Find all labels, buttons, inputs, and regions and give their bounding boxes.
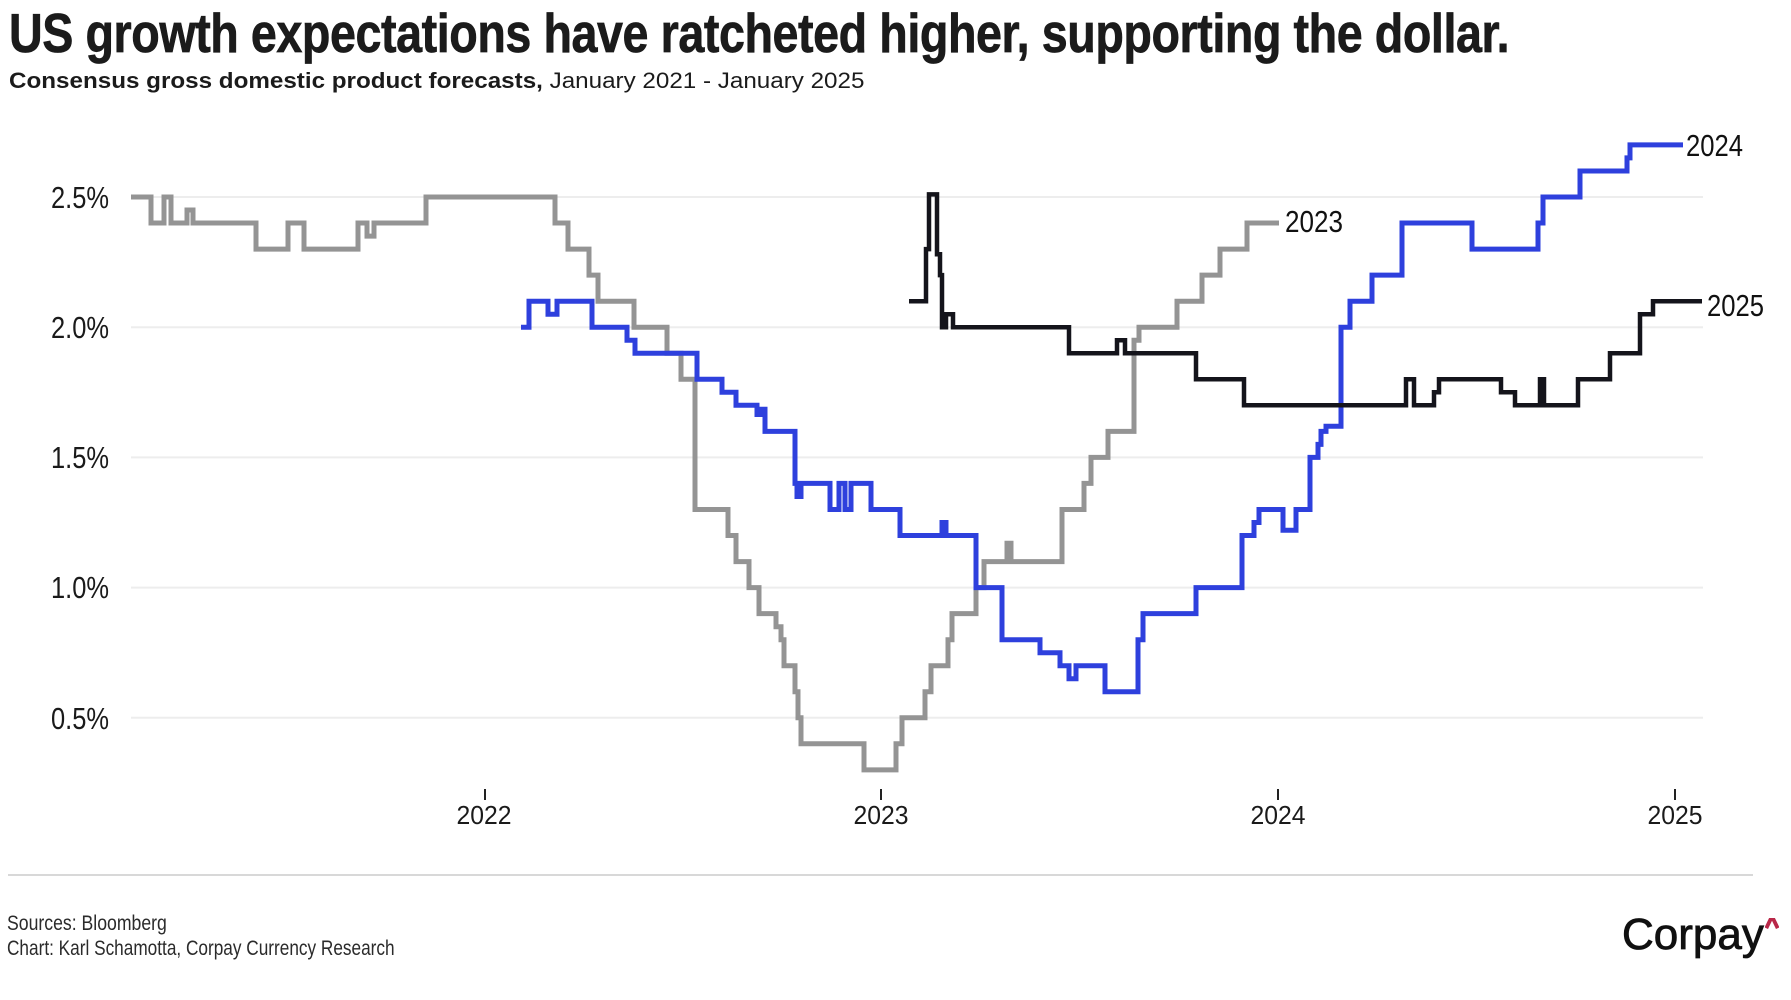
svg-text:2024: 2024	[1686, 128, 1743, 163]
svg-text:2023: 2023	[1285, 204, 1343, 239]
svg-text:0.5%: 0.5%	[51, 701, 109, 736]
svg-text:2022: 2022	[457, 800, 512, 830]
svg-text:2023: 2023	[854, 800, 909, 830]
svg-text:2024: 2024	[1251, 800, 1306, 830]
svg-text:2.5%: 2.5%	[51, 180, 109, 215]
svg-text:1.5%: 1.5%	[51, 440, 109, 475]
svg-text:2025: 2025	[1707, 288, 1764, 323]
svg-text:2.0%: 2.0%	[51, 310, 109, 345]
svg-text:1.0%: 1.0%	[51, 570, 109, 605]
svg-text:2025: 2025	[1648, 800, 1703, 830]
